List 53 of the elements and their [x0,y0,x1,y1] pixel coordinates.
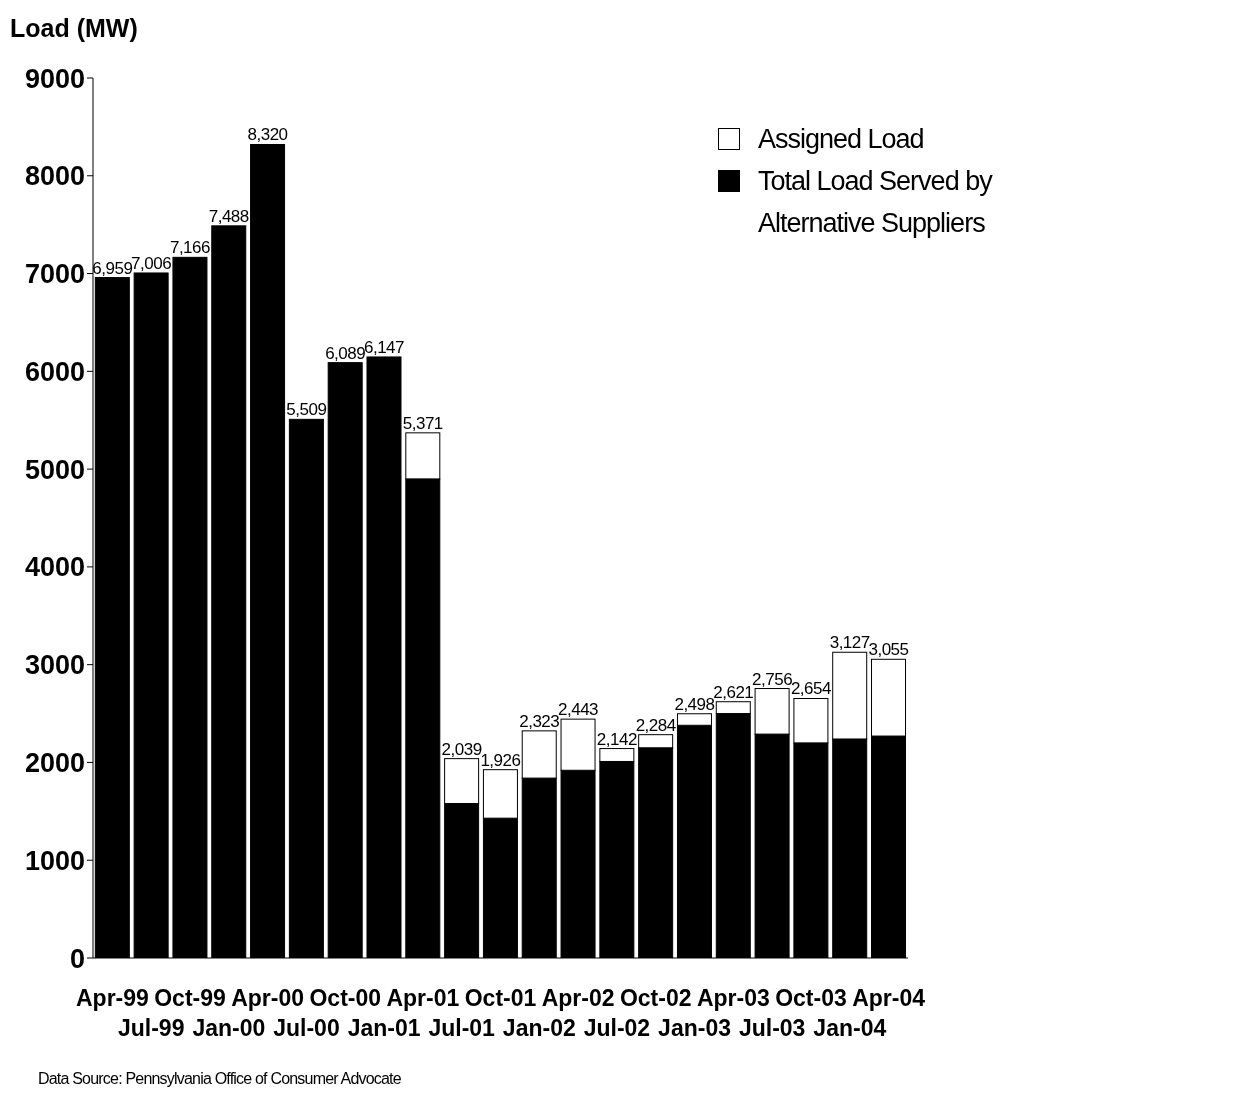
x-tick-label: Jul-02 [583,1015,651,1041]
x-tick-label: Jan-02 [502,1015,576,1041]
x-tick-label: Oct-99 [154,985,226,1011]
x-tick-label: Jan-04 [813,1015,887,1041]
x-tick-label: Oct-01 [464,985,537,1011]
x-tick-label: Apr-03 [696,985,770,1011]
y-axis-title: Load (MW) [10,14,138,43]
y-tick-label: 0 [69,943,85,974]
total-label: 2,443 [558,700,599,720]
total-label: 7,166 [169,238,211,258]
total-label: 3,127 [829,633,870,653]
x-tick-label: Jul-03 [738,1015,806,1041]
legend-label: Assigned Load [758,123,924,156]
total-label: 2,498 [674,694,715,714]
total-label: 5,371 [402,413,443,433]
total-label: 6,959 [92,258,133,278]
y-tick-label: 3000 [24,650,85,681]
y-tick-label: 7000 [24,259,85,290]
total-label: 5,509 [286,400,327,420]
x-tick-label: Apr-00 [231,985,305,1011]
total-label: 2,621 [713,682,754,702]
y-tick-label: 5000 [24,454,85,485]
x-tick-label: Oct-03 [775,985,847,1011]
total-label: 7,488 [208,206,249,226]
x-tick-label: Oct-02 [619,985,692,1011]
x-tick-label: Jan-01 [347,1015,421,1041]
y-tick-label: 8000 [24,161,85,192]
x-tick-label: Apr-04 [852,985,926,1011]
y-tick-label: 4000 [24,552,85,583]
x-tick-label: Jul-99 [117,1015,185,1041]
total-label: 2,039 [441,739,482,759]
x-tick-label: Jan-00 [192,1015,266,1041]
x-tick-label: Apr-99 [75,985,149,1011]
source-note: Data Source: Pennsylvania Office of Consumer Advocate [38,1070,401,1088]
x-tick-label: Oct-00 [309,985,382,1011]
y-tick-label: 6000 [24,356,85,387]
total-label: 2,142 [596,729,637,749]
y-tick-label: 9000 [24,63,85,94]
total-label: 8,320 [247,125,288,145]
total-label: 2,323 [519,711,560,731]
total-label: 2,284 [635,715,676,735]
x-tick-label: Jul-00 [273,1015,340,1041]
y-tick-label: 2000 [24,748,85,779]
x-tick-label: Apr-02 [541,985,615,1011]
x-tick-label: Jul-01 [428,1015,496,1041]
total-label: 6,089 [325,343,366,363]
total-label: 3,055 [868,640,909,660]
total-label: 7,006 [131,253,172,273]
legend-label: Total Load Served by Alternative Suppliers [758,165,994,240]
y-tick-label: 1000 [24,845,85,876]
total-label: 2,756 [752,669,793,689]
x-tick-label: Apr-01 [386,985,460,1011]
x-tick-label: Jan-03 [658,1015,731,1041]
